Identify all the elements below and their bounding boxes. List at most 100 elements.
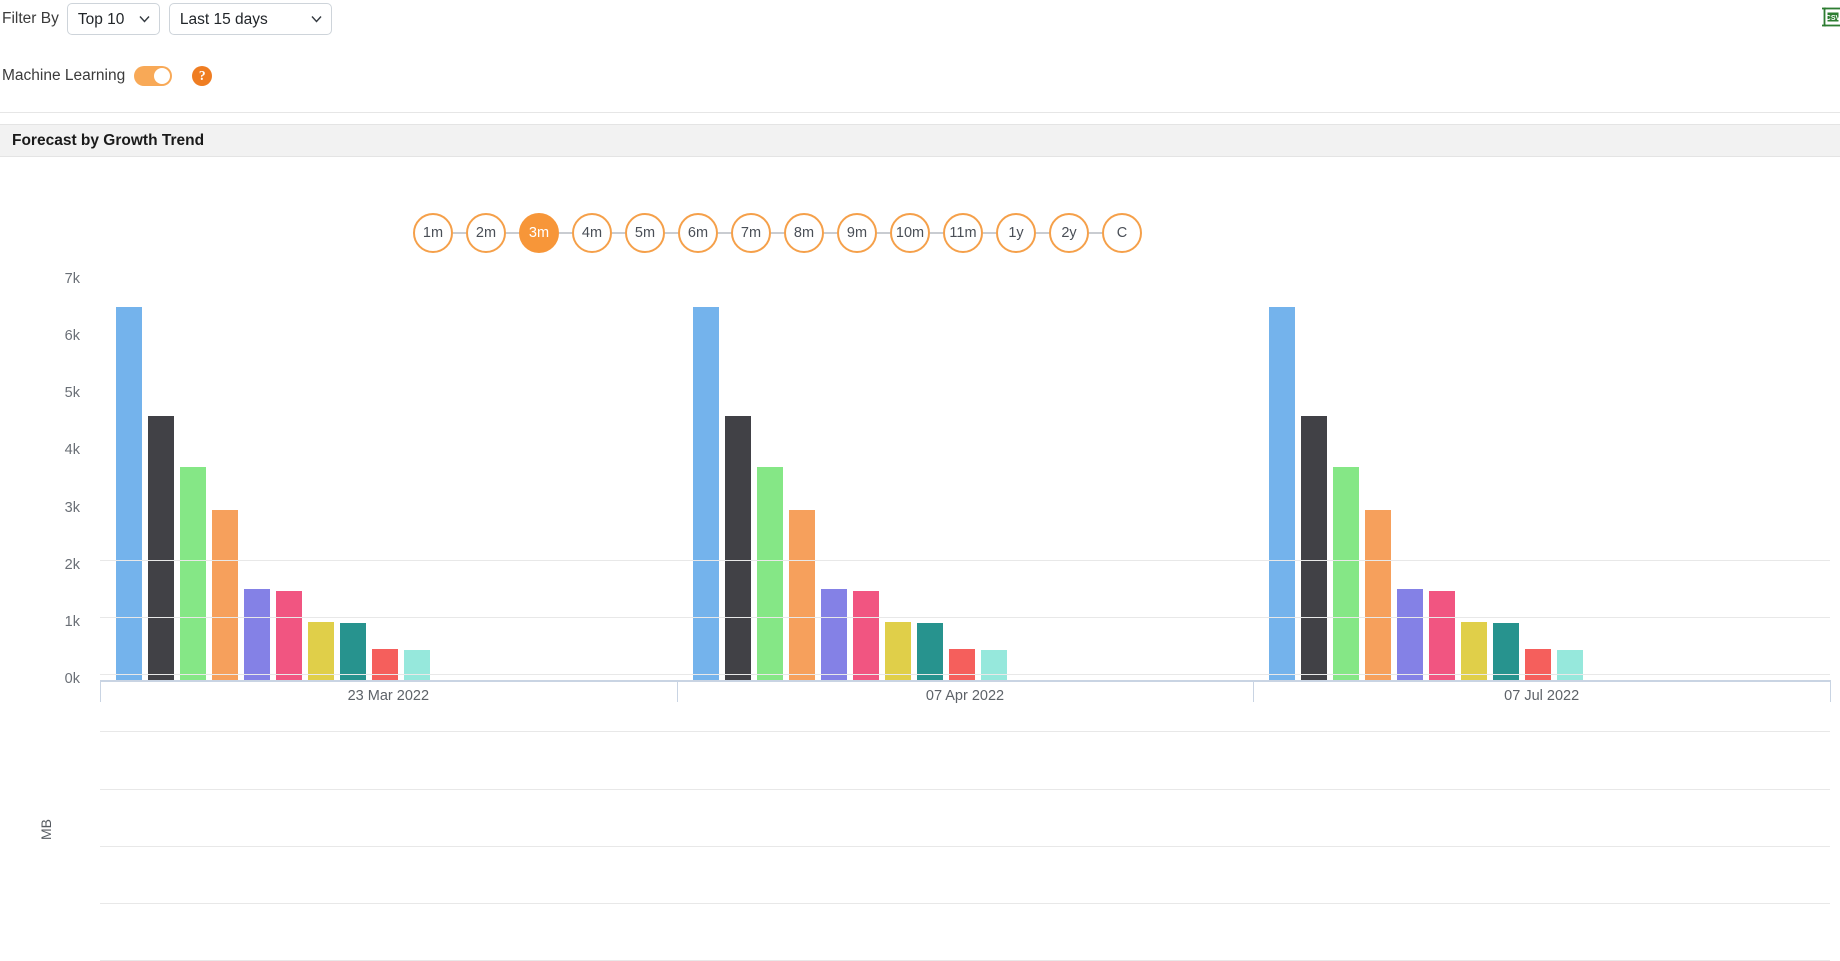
bar[interactable] <box>1429 591 1455 680</box>
y-axis-tick-label: 4k <box>34 442 80 458</box>
step-6m[interactable]: 6m <box>678 213 718 253</box>
bar[interactable] <box>372 649 398 680</box>
step-connector <box>1036 232 1049 234</box>
gridline <box>100 617 1830 618</box>
bar[interactable] <box>949 649 975 680</box>
step-C[interactable]: C <box>1102 213 1142 253</box>
gridline <box>100 789 1830 790</box>
machine-learning-label: Machine Learning <box>2 67 125 85</box>
bar[interactable] <box>1269 307 1295 680</box>
step-2y[interactable]: 2y <box>1049 213 1089 253</box>
bar[interactable] <box>789 510 815 680</box>
bar[interactable] <box>725 416 751 680</box>
bar[interactable] <box>276 591 302 680</box>
y-axis-tick-label: 0k <box>34 671 80 687</box>
bar[interactable] <box>212 510 238 680</box>
step-connector <box>559 232 572 234</box>
step-9m[interactable]: 9m <box>837 213 877 253</box>
bar[interactable] <box>1557 650 1583 680</box>
x-axis-group-label: 07 Apr 2022 <box>926 688 1004 704</box>
bar[interactable] <box>116 307 142 680</box>
top-n-select[interactable]: Top 5Top 10Top 20 <box>67 3 160 35</box>
y-axis-title: MB <box>38 819 54 840</box>
x-axis-line <box>100 680 1830 682</box>
y-axis-tick-label: 1k <box>34 614 80 630</box>
bar[interactable] <box>1525 649 1551 680</box>
bar[interactable] <box>757 467 783 680</box>
bar[interactable] <box>917 623 943 680</box>
bar[interactable] <box>1493 623 1519 680</box>
forecast-period-stepper[interactable]: 1m 2m 3m 4m 5m 6m 7m 8m 9m 10m 11m 1y 2y C <box>0 208 1840 258</box>
y-axis-tick-label: 3k <box>34 500 80 516</box>
top-select-wrapper: Top 5Top 10Top 20 <box>67 3 160 35</box>
filter-by-label: Filter By <box>2 10 59 28</box>
y-axis-tick-label: 2k <box>34 557 80 573</box>
step-7m[interactable]: 7m <box>731 213 771 253</box>
step-connector <box>453 232 466 234</box>
bar[interactable] <box>180 467 206 680</box>
step-connector <box>983 232 996 234</box>
date-range-select[interactable]: Last 7 daysLast 15 daysLast 30 days <box>169 3 332 35</box>
x-axis-end-tick <box>1830 680 1831 702</box>
bar[interactable] <box>1301 416 1327 680</box>
bar[interactable] <box>308 622 334 680</box>
toggle-knob <box>154 68 170 84</box>
bar[interactable] <box>1397 589 1423 680</box>
gridline <box>100 903 1830 904</box>
step-3m[interactable]: 3m <box>519 213 559 253</box>
machine-learning-row: Machine Learning ? <box>0 52 1840 100</box>
svg-text:CSV: CSV <box>1826 15 1840 22</box>
help-icon[interactable]: ? <box>192 66 212 86</box>
step-connector <box>718 232 731 234</box>
plot-area <box>100 280 1830 680</box>
step-5m[interactable]: 5m <box>625 213 665 253</box>
step-connector <box>824 232 837 234</box>
step-4m[interactable]: 4m <box>572 213 612 253</box>
bar[interactable] <box>1333 467 1359 680</box>
x-axis-separator <box>1253 680 1254 702</box>
step-connector <box>1089 232 1102 234</box>
y-axis-tick-label: 5k <box>34 385 80 401</box>
step-connector <box>877 232 890 234</box>
bar[interactable] <box>981 650 1007 680</box>
step-8m[interactable]: 8m <box>784 213 824 253</box>
x-axis-group-label: 23 Mar 2022 <box>348 688 429 704</box>
step-connector <box>506 232 519 234</box>
gridline <box>100 846 1830 847</box>
bar[interactable] <box>821 589 847 680</box>
bar[interactable] <box>244 589 270 680</box>
step-1m[interactable]: 1m <box>413 213 453 253</box>
bar[interactable] <box>853 591 879 680</box>
csv-export-icon[interactable]: CSV <box>1820 4 1840 30</box>
gridline <box>100 560 1830 561</box>
bar[interactable] <box>340 623 366 680</box>
step-10m[interactable]: 10m <box>890 213 930 253</box>
section-divider <box>0 112 1840 113</box>
bar[interactable] <box>1461 622 1487 680</box>
y-axis-tick-label: 7k <box>34 271 80 287</box>
bar[interactable] <box>148 416 174 680</box>
step-connector <box>771 232 784 234</box>
bar[interactable] <box>885 622 911 680</box>
step-2m[interactable]: 2m <box>466 213 506 253</box>
date-range-select-wrapper: Last 7 daysLast 15 daysLast 30 days <box>169 3 332 35</box>
step-connector <box>612 232 625 234</box>
gridline <box>100 674 1830 675</box>
x-axis-group-label: 07 Jul 2022 <box>1504 688 1579 704</box>
x-axis-end-tick <box>100 680 101 702</box>
bar[interactable] <box>693 307 719 680</box>
y-axis-tick-label: 6k <box>34 328 80 344</box>
step-11m[interactable]: 11m <box>943 213 983 253</box>
step-connector <box>665 232 678 234</box>
panel-header: Forecast by Growth Trend <box>0 124 1840 157</box>
bar[interactable] <box>404 650 430 680</box>
step-connector <box>930 232 943 234</box>
filter-bar: Filter By Top 5Top 10Top 20 Last 7 daysL… <box>0 0 1840 38</box>
gridline <box>100 731 1830 732</box>
x-axis-separator <box>677 680 678 702</box>
machine-learning-toggle[interactable] <box>134 66 172 86</box>
bar[interactable] <box>1365 510 1391 680</box>
step-1y[interactable]: 1y <box>996 213 1036 253</box>
